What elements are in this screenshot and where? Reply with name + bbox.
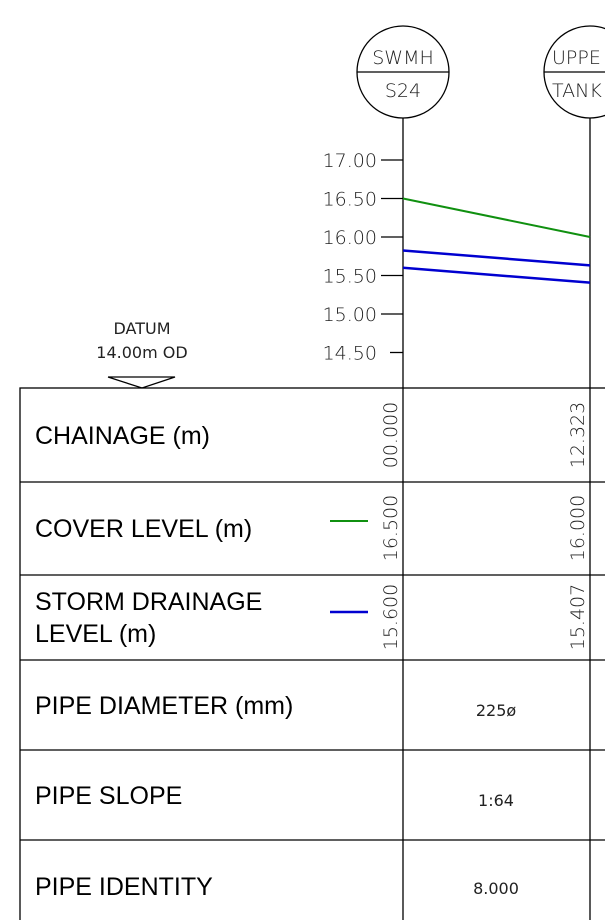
invert-line xyxy=(402,266,591,284)
datum-title: DATUM xyxy=(113,319,170,338)
data-table: CHAINAGE (m) COVER LEVEL (m) STORM DRAIN… xyxy=(19,387,605,920)
cell-value: 1:64 xyxy=(478,791,514,810)
level-tick-label: 17.00 xyxy=(323,150,377,172)
row-label: PIPE DIAMETER (mm) xyxy=(35,692,293,720)
cell-value: 8.000 xyxy=(473,879,519,898)
row-label: LEVEL (m) xyxy=(35,620,156,648)
row-label: CHAINAGE (m) xyxy=(35,422,210,450)
cell-value: 12.323 xyxy=(567,402,589,468)
cell-value: 15.407 xyxy=(567,584,589,650)
row-label: STORM DRAINAGE xyxy=(35,588,262,616)
level-tick-label: 15.00 xyxy=(323,304,377,326)
level-tick-label: 15.50 xyxy=(323,266,377,288)
cell-value: 16.000 xyxy=(567,495,589,561)
level-tick-label: 16.00 xyxy=(323,227,377,249)
manhole-id: SWMH xyxy=(372,47,434,69)
cell-value: 225ø xyxy=(476,701,517,720)
level-tick-label: 14.50 xyxy=(323,343,377,365)
row-label: PIPE SLOPE xyxy=(35,782,182,810)
manhole-id: UPPE xyxy=(552,47,601,69)
row-label: PIPE IDENTITY xyxy=(35,873,213,901)
manhole-id: TANK xyxy=(552,80,602,102)
table-border xyxy=(19,387,605,920)
cell-value: 16.500 xyxy=(380,495,402,561)
cell-value: 15.600 xyxy=(380,584,402,650)
manhole-id: S24 xyxy=(385,80,421,102)
row-label: COVER LEVEL (m) xyxy=(35,515,252,543)
cover-level-line xyxy=(402,197,591,238)
cell-value: 00.000 xyxy=(380,402,402,468)
soffit-line xyxy=(402,249,591,267)
datum-marker xyxy=(107,376,176,389)
level-tick-label: 16.50 xyxy=(323,189,377,211)
datum-level: 14.00m OD xyxy=(96,343,187,362)
